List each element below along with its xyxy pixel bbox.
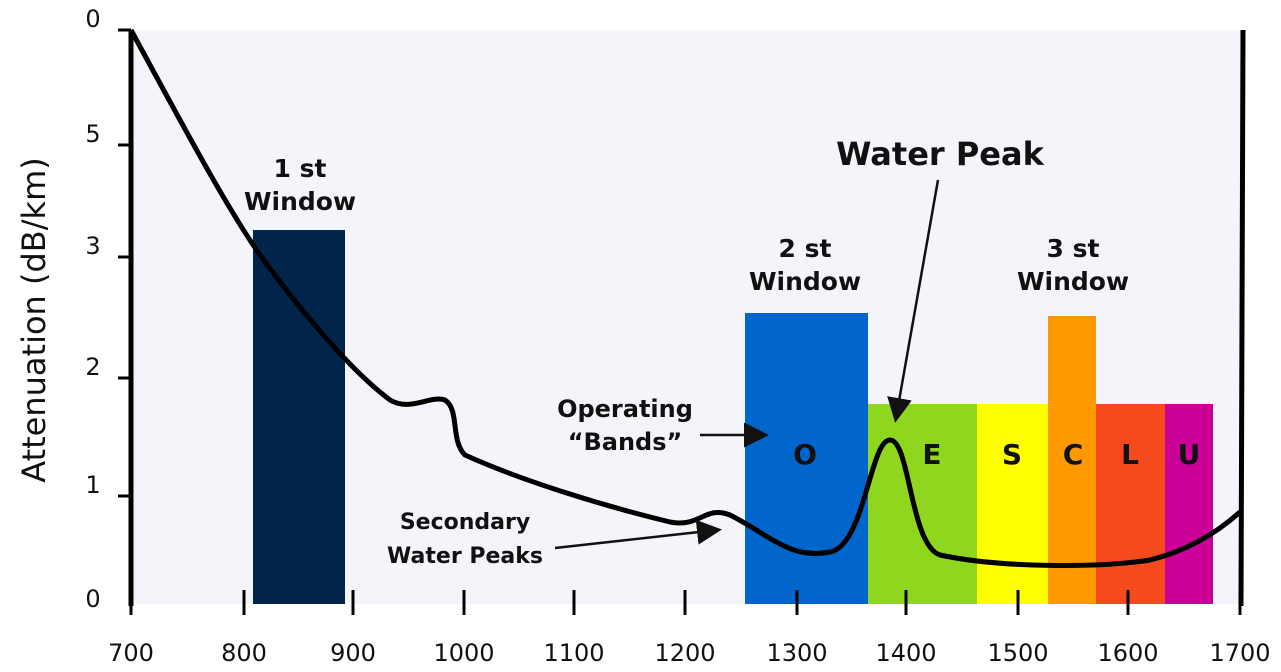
band-bar [868,404,977,604]
window-label: Window [244,187,356,216]
window-label: 2 st [779,234,832,263]
x-tick-label: 900 [330,639,376,667]
x-tick-label: 1300 [766,639,827,667]
y-tick-label: 3 [85,232,100,260]
arrow [887,179,940,423]
band-bar [745,313,868,604]
x-tick-label: 1400 [875,639,936,667]
window-label: Window [749,267,861,296]
band-letter: L [1121,438,1139,471]
band-bar [1096,404,1165,604]
right-edge [1238,29,1246,607]
band-letter: E [922,438,941,471]
band-bar [1048,316,1096,604]
x-tick-label: 1500 [987,639,1048,667]
attenuation-curve [128,28,1242,568]
y-tick-label: 0 [85,585,100,613]
band-bar [977,404,1048,604]
band-letter: S [1002,438,1022,471]
window-label: Window [1017,267,1129,296]
annotation: Water Peaks [387,544,543,569]
y-tick-label: 2 [85,353,100,381]
annotation: “Bands” [568,428,683,456]
x-tick-label: 800 [221,639,267,667]
y-tick-label: 1 [85,471,100,499]
x-tick-label: 1700 [1209,639,1270,667]
x-tick-label: 1200 [654,639,715,667]
annotation: Secondary [400,510,530,535]
arrow [554,519,722,550]
band-letter: U [1178,438,1201,471]
x-tick-label: 1000 [433,639,494,667]
window-bar [253,230,345,604]
band-bar [1165,404,1213,604]
water-peak-label: Water Peak [836,135,1044,173]
band-letter: C [1063,438,1084,471]
window-label: 1 st [274,154,327,183]
annotation: Operating [557,395,693,423]
x-tick-label: 700 [108,639,154,667]
x-tick-label: 1600 [1097,639,1158,667]
y-tick-label: 0 [85,5,100,33]
y-tick-label: 5 [85,120,100,148]
y-axis-label: Attenuation (dB/km) [15,157,53,482]
x-tick-label: 1100 [543,639,604,667]
band-letter: O [793,438,817,471]
window-label: 3 st [1047,234,1100,263]
